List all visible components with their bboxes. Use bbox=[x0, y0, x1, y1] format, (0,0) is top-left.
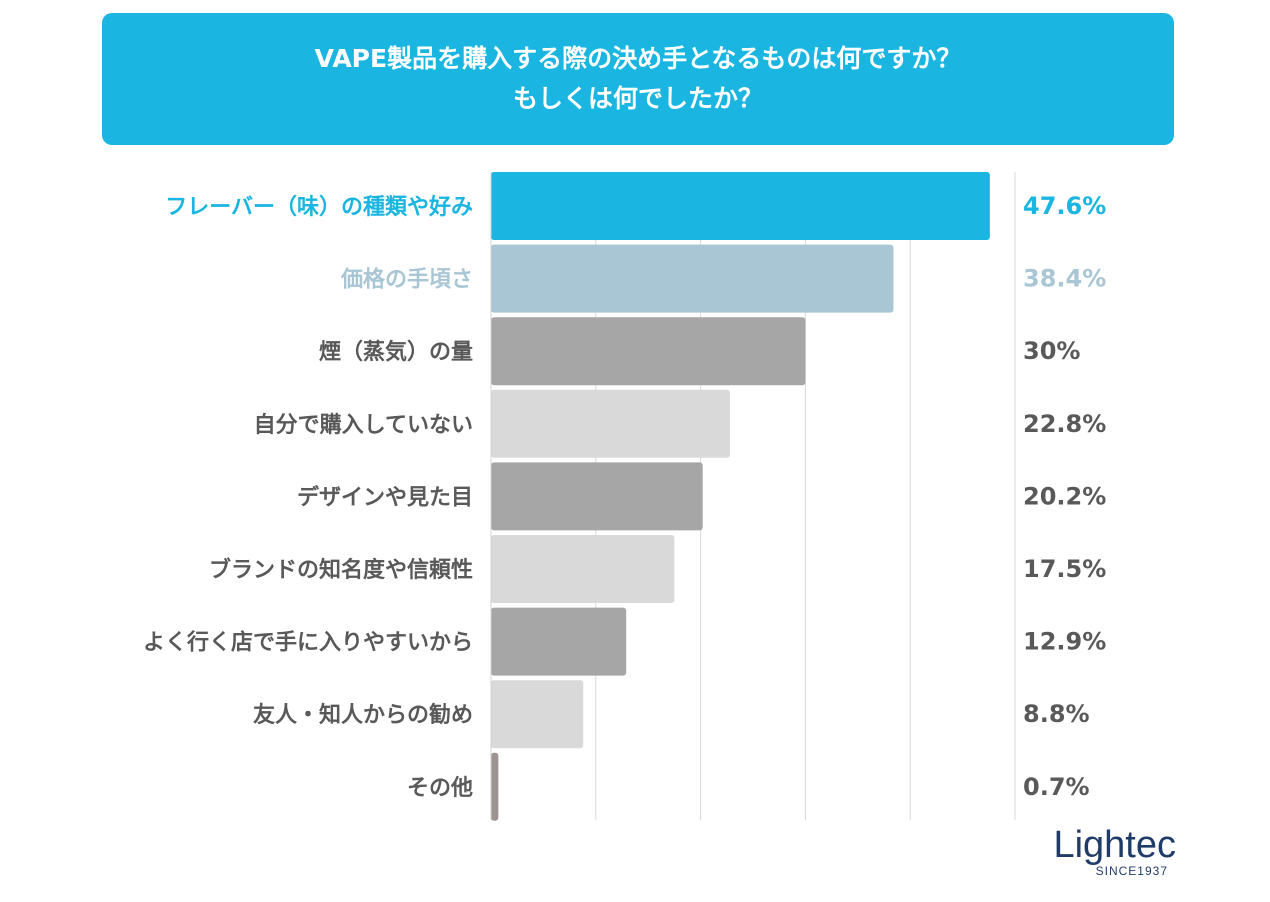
value-label: 30% bbox=[1023, 337, 1080, 365]
value-label: 47.6% bbox=[1023, 192, 1106, 220]
value-label: 12.9% bbox=[1023, 628, 1106, 656]
category-label: デザインや見た目 bbox=[297, 484, 473, 510]
value-label: 8.8% bbox=[1023, 700, 1090, 728]
category-label: 価格の手頃さ bbox=[340, 267, 473, 293]
value-label: 0.7% bbox=[1023, 773, 1090, 801]
chart-title-line-2: もしくは何でしたか？ bbox=[512, 84, 763, 113]
bar bbox=[491, 172, 990, 240]
category-label: その他 bbox=[407, 776, 473, 801]
chart-title-banner: VAPE製品を購入する際の決め手となるものは何ですか？ もしくは何でしたか？ bbox=[102, 13, 1174, 145]
category-label: よく行く店で手に入りやすいから bbox=[143, 630, 473, 656]
logo-wordmark: Lightec bbox=[1053, 824, 1176, 866]
brand-logo: Lightec SINCE1937 bbox=[1036, 826, 1176, 882]
bar bbox=[491, 317, 806, 386]
logo-tagline: SINCE1937 bbox=[1095, 864, 1168, 878]
bar bbox=[491, 680, 584, 749]
value-label: 20.2% bbox=[1023, 482, 1106, 510]
value-label: 38.4% bbox=[1023, 265, 1106, 293]
bar bbox=[491, 389, 730, 458]
bar bbox=[491, 607, 627, 676]
category-label: 自分で購入していない bbox=[254, 412, 473, 438]
bar bbox=[491, 244, 894, 313]
bar bbox=[491, 752, 499, 821]
category-label: フレーバー（味）の種類や好み bbox=[165, 194, 473, 220]
category-label: 友人・知人からの勧め bbox=[253, 702, 473, 728]
bar bbox=[491, 535, 675, 603]
value-label: 17.5% bbox=[1023, 555, 1106, 583]
category-label: ブランドの知名度や信頼性 bbox=[209, 557, 473, 583]
chart-title-line-1: VAPE製品を購入する際の決め手となるものは何ですか？ bbox=[314, 44, 962, 73]
category-label: 煙（蒸気）の量 bbox=[319, 339, 473, 365]
value-label: 22.8% bbox=[1023, 410, 1106, 438]
bar bbox=[491, 462, 703, 531]
